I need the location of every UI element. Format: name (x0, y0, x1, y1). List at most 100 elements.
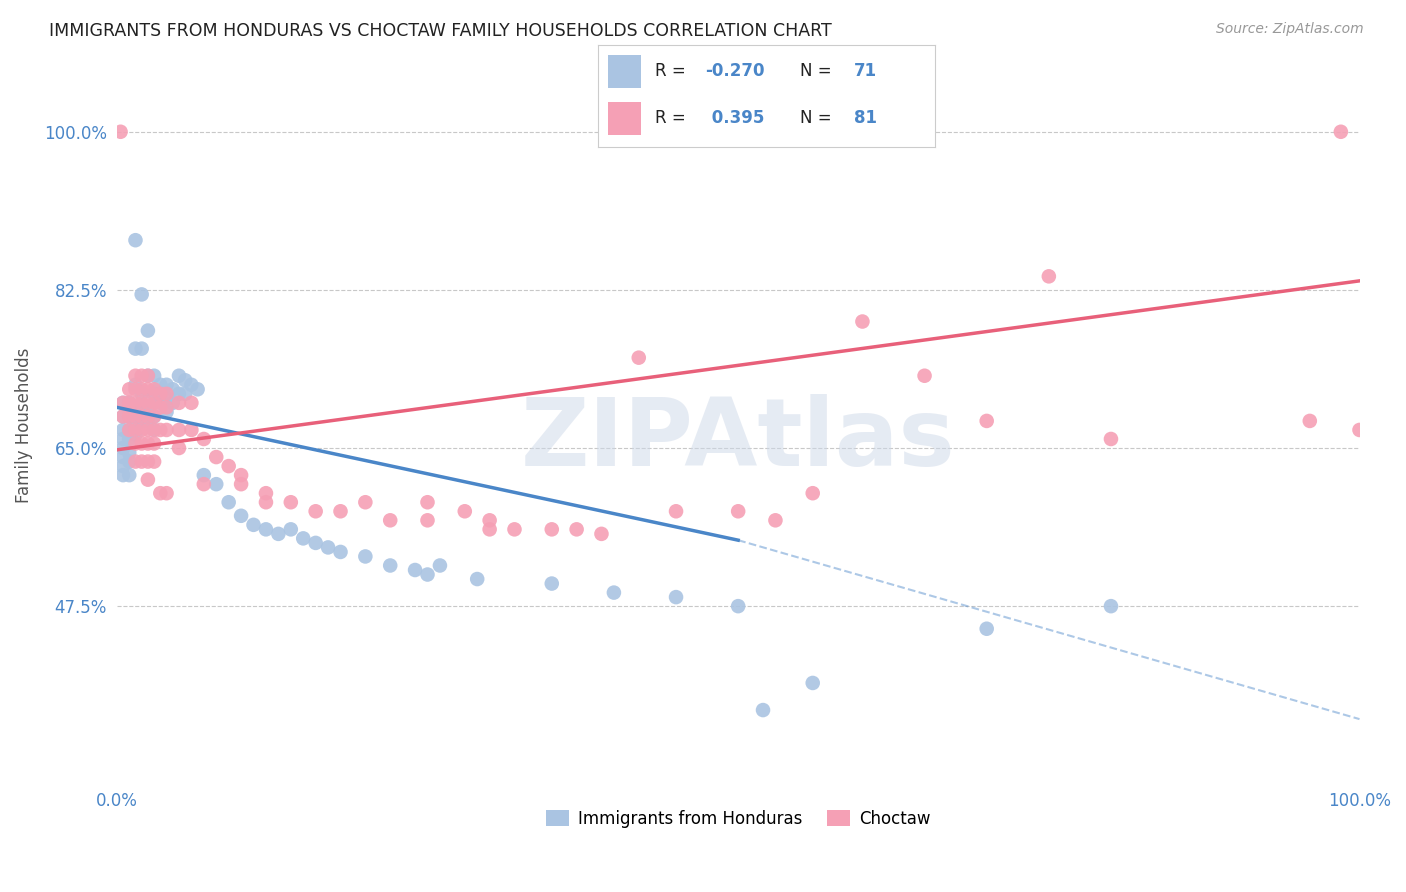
Point (124, 436, 146, 450)
Point (187, 382, 209, 396)
Point (118, 423, 141, 437)
Point (124, 377, 146, 392)
Point (292, 532, 315, 546)
Point (118, 382, 141, 396)
Point (727, 599, 749, 614)
Point (254, 495, 277, 509)
Point (174, 386, 197, 401)
Point (1099, 599, 1122, 614)
Point (136, 414, 159, 428)
Point (149, 423, 172, 437)
Point (229, 477, 252, 491)
Point (136, 401, 159, 415)
Point (136, 473, 159, 487)
Point (118, 396, 141, 410)
Point (627, 351, 650, 365)
Point (136, 436, 159, 450)
Point (416, 567, 439, 582)
Point (124, 233, 146, 247)
Point (143, 423, 166, 437)
Point (665, 590, 688, 604)
Point (180, 423, 202, 437)
Point (131, 368, 153, 383)
Point (112, 441, 135, 455)
Point (124, 427, 146, 442)
Point (155, 423, 177, 437)
Point (565, 522, 588, 536)
Point (765, 513, 787, 527)
Point (155, 401, 177, 415)
Point (112, 396, 135, 410)
FancyBboxPatch shape (607, 102, 641, 135)
Point (267, 527, 290, 541)
Point (254, 522, 277, 536)
Point (305, 536, 328, 550)
Point (229, 468, 252, 483)
Text: IMMIGRANTS FROM HONDURAS VS CHOCTAW FAMILY HOUSEHOLDS CORRELATION CHART: IMMIGRANTS FROM HONDURAS VS CHOCTAW FAMI… (49, 22, 832, 40)
Point (136, 368, 159, 383)
Point (380, 558, 402, 573)
Point (976, 622, 998, 636)
Point (143, 396, 166, 410)
Y-axis label: Family Households: Family Households (15, 348, 32, 503)
Point (124, 382, 146, 396)
Point (131, 409, 153, 424)
Point (193, 477, 215, 491)
Point (454, 504, 477, 518)
Point (280, 495, 302, 509)
Point (112, 409, 135, 424)
Point (112, 450, 135, 464)
Point (112, 396, 135, 410)
Point (136, 454, 159, 468)
Point (540, 522, 562, 536)
Point (112, 432, 135, 446)
Point (354, 495, 377, 509)
FancyBboxPatch shape (607, 55, 641, 87)
Point (218, 495, 240, 509)
Point (155, 392, 177, 406)
Point (149, 401, 172, 415)
Point (280, 522, 302, 536)
Point (131, 423, 153, 437)
Text: 81: 81 (853, 110, 877, 128)
Point (665, 504, 688, 518)
Point (242, 517, 264, 532)
Point (478, 522, 501, 536)
Point (131, 287, 153, 301)
Point (143, 409, 166, 424)
Point (149, 377, 172, 392)
Point (124, 409, 146, 424)
Point (124, 368, 146, 383)
Point (193, 432, 215, 446)
Point (603, 585, 626, 599)
Point (193, 468, 215, 483)
Point (124, 342, 146, 356)
Point (591, 527, 613, 541)
Text: ZIPAtlas: ZIPAtlas (520, 393, 956, 486)
Point (143, 436, 166, 450)
Point (112, 459, 135, 474)
Point (174, 373, 197, 387)
Point (851, 314, 873, 328)
Point (162, 396, 184, 410)
Text: N =: N = (800, 110, 837, 128)
Point (162, 382, 184, 396)
Point (143, 368, 166, 383)
Point (112, 423, 135, 437)
Point (131, 386, 153, 401)
Point (752, 703, 775, 717)
Point (180, 377, 202, 392)
Text: R =: R = (655, 110, 690, 128)
Point (416, 495, 439, 509)
Text: Source: ZipAtlas.com: Source: ZipAtlas.com (1216, 22, 1364, 37)
Point (167, 423, 190, 437)
Point (167, 396, 190, 410)
Point (143, 454, 166, 468)
Point (143, 423, 166, 437)
Point (914, 368, 936, 383)
Point (118, 454, 141, 468)
Point (801, 676, 824, 690)
Point (801, 486, 824, 500)
Point (131, 396, 153, 410)
Point (305, 504, 328, 518)
